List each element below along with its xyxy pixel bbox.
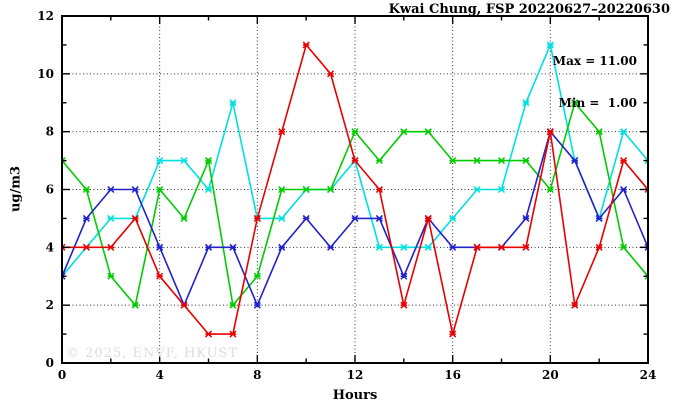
x-axis-title: Hours (332, 388, 378, 403)
series-markers-red-series (62, 41, 648, 338)
min-annotation: Min = 1.00 (558, 96, 637, 110)
y-tick-label: 4 (46, 240, 54, 254)
max-min-annotation: Max = 11.00 Min = 1.00 (553, 26, 637, 138)
x-tick-label: 8 (253, 368, 261, 382)
x-tick-label: 12 (347, 368, 364, 382)
y-axis-title: ug/m3 (8, 165, 24, 213)
y-tick-label: 8 (46, 125, 54, 139)
x-tick-label: 24 (640, 368, 657, 382)
y-tick-label: 0 (46, 356, 54, 370)
max-annotation: Max = 11.00 (552, 54, 637, 68)
chart-title: Kwai Chung, FSP 20220627–20220630 (388, 2, 670, 17)
y-tick-label: 10 (37, 67, 54, 81)
watermark: © 2025, ENVF, HKUST (66, 346, 239, 361)
series-markers-green-series (62, 99, 648, 309)
series-group (62, 41, 648, 338)
y-tick-label: 12 (37, 9, 54, 23)
x-tick-label: 0 (58, 368, 66, 382)
y-tick-label: 2 (46, 298, 54, 312)
x-tick-label: 4 (155, 368, 163, 382)
y-tick-label: 6 (46, 183, 54, 197)
x-tick-label: 20 (542, 368, 559, 382)
x-tick-label: 16 (444, 368, 461, 382)
